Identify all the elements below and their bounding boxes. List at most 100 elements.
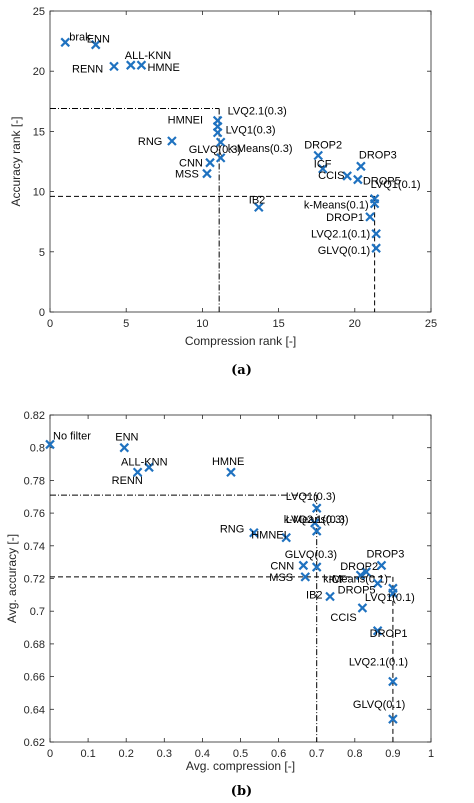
- y-tick-label: 0.82: [24, 410, 45, 422]
- data-point-stroke: [90, 39, 101, 50]
- x-tick-label: 0.5: [233, 748, 248, 760]
- data-point-stroke: [318, 163, 328, 174]
- point-label: GLVQ(0.3): [189, 144, 241, 156]
- data-point: [372, 626, 383, 636]
- data-point: [132, 467, 143, 478]
- data-point-stroke: [311, 503, 322, 513]
- data-point: [313, 150, 324, 161]
- point-label: GLVQ(0.1): [353, 699, 405, 711]
- data-point: [226, 467, 236, 478]
- point-label: DROP1: [326, 212, 364, 224]
- point-label: LVQ1(0.3): [226, 125, 276, 137]
- data-point: [365, 212, 375, 222]
- y-tick-label: 0.74: [24, 541, 45, 553]
- point-label: HMNEI: [251, 530, 286, 542]
- data-point-stroke: [361, 567, 372, 577]
- data-point-stroke: [371, 243, 381, 253]
- x-tick-label: 5: [123, 318, 129, 330]
- point-label: RNG: [138, 136, 162, 148]
- data-point: [45, 439, 55, 450]
- point-label: HMNEI: [168, 115, 203, 127]
- data-point-stroke: [372, 578, 383, 589]
- panel-caption: (a): [231, 363, 252, 378]
- point-label: LVQ1(0.1): [365, 592, 415, 604]
- point-label: No filter: [53, 430, 91, 442]
- point-label: LVQ2.1(0.3): [286, 514, 345, 526]
- data-point-stroke: [254, 202, 264, 213]
- data-point-stroke: [356, 161, 366, 172]
- x-tick-label: 0.8: [347, 748, 362, 760]
- data-point-stroke: [202, 168, 212, 179]
- data-point-stroke: [212, 127, 223, 138]
- point-label: k-Means(0.3): [228, 143, 293, 155]
- chart-panel-a: 0 5 10 15 20 25 0 5 10 15 20 25 Compression rank [-]…: [9, 6, 437, 378]
- x-tick-label: 20: [349, 318, 361, 330]
- y-tick-label: 0.78: [24, 475, 45, 487]
- data-point-stroke: [376, 560, 387, 571]
- point-label: LVQ2.1(0.1): [311, 229, 370, 241]
- x-tick-label: 10: [196, 318, 208, 330]
- y-tick-label: 0.7: [30, 606, 45, 618]
- data-point: [249, 527, 259, 538]
- data-point-stroke: [388, 714, 398, 724]
- point-label: CCIS: [318, 170, 344, 182]
- data-point-stroke: [119, 442, 130, 453]
- point-label: IB2: [249, 194, 266, 206]
- point-label: k-Means(0.1): [323, 573, 388, 585]
- data-point: [298, 560, 309, 571]
- point-label: DROP2: [304, 139, 342, 151]
- point-label: MSS: [175, 169, 199, 181]
- data-point-stroke: [45, 439, 55, 450]
- data-point: [311, 526, 322, 536]
- x-tick-label: 0.6: [271, 748, 286, 760]
- data-point-stroke: [355, 570, 366, 581]
- data-point-stroke: [226, 467, 236, 478]
- data-point: [144, 462, 154, 473]
- point-label: LVQ2.1(0.3): [228, 106, 287, 118]
- y-tick-label: 5: [39, 247, 45, 259]
- data-point-stroke: [311, 526, 322, 536]
- point-label: GLVQ(0.3): [285, 549, 337, 561]
- data-point-stroke: [281, 532, 291, 543]
- data-point: [215, 137, 226, 148]
- data-point-stroke: [313, 150, 324, 161]
- point-label: ALL-KNN: [125, 50, 172, 62]
- data-point-stroke: [300, 572, 311, 582]
- y-axis-label: Accuracy rank [-]: [9, 116, 23, 206]
- data-point-stroke: [125, 60, 136, 70]
- data-point: [281, 532, 291, 543]
- data-point: [361, 567, 372, 577]
- data-point: [215, 153, 226, 163]
- data-point-stroke: [357, 603, 368, 613]
- x-tick-label: 0.1: [80, 748, 95, 760]
- y-tick-label: 25: [33, 6, 45, 18]
- point-label: k-Means(0.1): [304, 200, 369, 212]
- data-point: [388, 588, 398, 598]
- x-axis-label: Compression rank [-]: [185, 334, 296, 348]
- data-point: [60, 37, 71, 48]
- data-point-stroke: [109, 61, 119, 72]
- data-point-stroke: [388, 676, 398, 687]
- y-tick-label: 0.8: [30, 443, 45, 455]
- data-point: [388, 714, 398, 724]
- data-point-stroke: [298, 560, 309, 571]
- y-tick-label: 0.68: [24, 639, 45, 651]
- data-point-stroke: [311, 562, 322, 572]
- data-point: [136, 60, 147, 70]
- data-point-stroke: [372, 626, 383, 636]
- x-tick-label: 0.7: [309, 748, 324, 760]
- x-axis-label: Avg. compression [-]: [186, 759, 295, 773]
- data-point-stroke: [215, 153, 226, 163]
- x-tick-label: 0.3: [157, 748, 172, 760]
- data-point-stroke: [325, 591, 335, 602]
- point-label: DROP1: [370, 628, 408, 640]
- point-label: MSS: [269, 572, 293, 584]
- data-point: [212, 127, 223, 138]
- point-label: GLVQ(0.1): [318, 245, 370, 257]
- data-point: [119, 442, 130, 453]
- point-label: LVQ1(0.1): [371, 179, 421, 191]
- point-label: LVQ1(0.3): [286, 491, 336, 503]
- data-point-stroke: [132, 467, 143, 478]
- point-label: IB2: [306, 589, 323, 601]
- plot-area-frame: [49, 10, 432, 313]
